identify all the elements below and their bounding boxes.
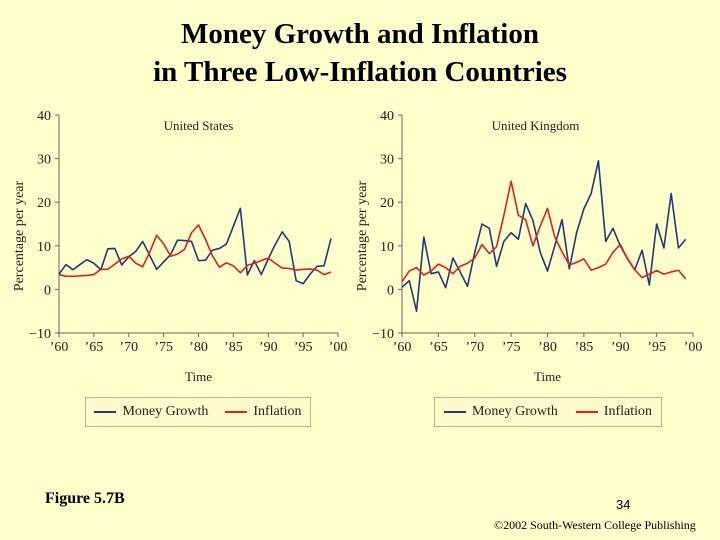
legend-item-money-growth: Money Growth [94,404,208,420]
y-tick-label: 0 [44,283,51,298]
x-tick-label: ’60 [393,340,412,355]
x-tick-label: ’00 [329,340,348,355]
x-tick-label: ’95 [647,340,666,355]
legend-label: Money Growth [122,404,209,419]
money-growth-swatch [94,411,117,413]
legend-uk: Money Growth Inflation [434,397,662,427]
x-tick-label: ’80 [538,340,557,355]
legend-label: Inflation [603,404,653,419]
y-tick-label: 40 [380,109,394,124]
x-tick-label: ’90 [611,340,630,355]
page-number: 34 [616,497,631,512]
inflation-swatch [225,411,248,413]
y-tick-label: 10 [380,240,394,255]
series-line-inflation [401,180,687,283]
y-tick-label: −10 [372,327,394,342]
inflation-swatch [575,411,598,413]
y-axis-label: Percentage per year [12,180,27,291]
money-growth-swatch [443,411,466,413]
x-tick-label: ’80 [189,340,208,355]
y-axis-label: Percentage per year [355,180,370,291]
y-tick-label: 10 [37,240,51,255]
y-tick-label: 30 [380,153,394,168]
x-axis-label: Time [185,369,212,384]
figure-label: Figure 5.7B [45,490,125,507]
y-tick-label: 20 [37,196,51,211]
chart-title: United States [164,118,234,133]
x-tick-label: ’90 [259,340,278,355]
x-tick-label: ’70 [465,340,484,355]
x-tick-label: ’85 [575,340,594,355]
legend-us: Money Growth Inflation [85,397,311,427]
x-tick-label: ’65 [429,340,448,355]
series-line-money-growth [58,207,332,285]
x-axis-label: Time [534,369,561,384]
legend-item-inflation: Inflation [225,404,302,420]
chart-us: −10 0 10 20 30 40 ’60 ’65 ’70 ’75 ’80 ’85 ’90 ’95 ’00 U… [12,109,347,384]
legend-label: Inflation [253,404,302,419]
y-tick-label: −10 [29,327,51,342]
copyright: ©2002 South-Western College Publishing [494,518,696,532]
x-tick-label: ’60 [50,340,69,355]
x-tick-label: ’95 [294,340,313,355]
chart-uk: −10 0 10 20 30 40 ’60 ’65 ’70 ’75 ’80 ’85 ’90 ’95 ’00 U… [355,109,702,384]
y-tick-label: 0 [387,283,394,298]
chart-title: United Kingdom [492,118,580,133]
slide-title-line1: Money Growth and Inflation [181,18,539,50]
x-tick-label: ’85 [224,340,243,355]
x-tick-label: ’75 [154,340,173,355]
legend-label: Money Growth [471,404,558,419]
y-tick-label: 20 [380,196,394,211]
series-line-inflation [58,224,332,278]
x-tick-label: ’70 [119,340,138,355]
slide-title-line2: in Three Low-Inflation Countries [153,56,567,88]
x-tick-label: ’00 [684,340,703,355]
legend-item-money-growth: Money Growth [443,404,558,420]
y-tick-label: 30 [37,153,51,168]
series-line-money-growth [401,159,687,313]
legend-item-inflation: Inflation [575,404,653,420]
x-tick-label: ’75 [502,340,521,355]
y-tick-label: 40 [37,109,51,124]
x-tick-label: ’65 [85,340,104,355]
